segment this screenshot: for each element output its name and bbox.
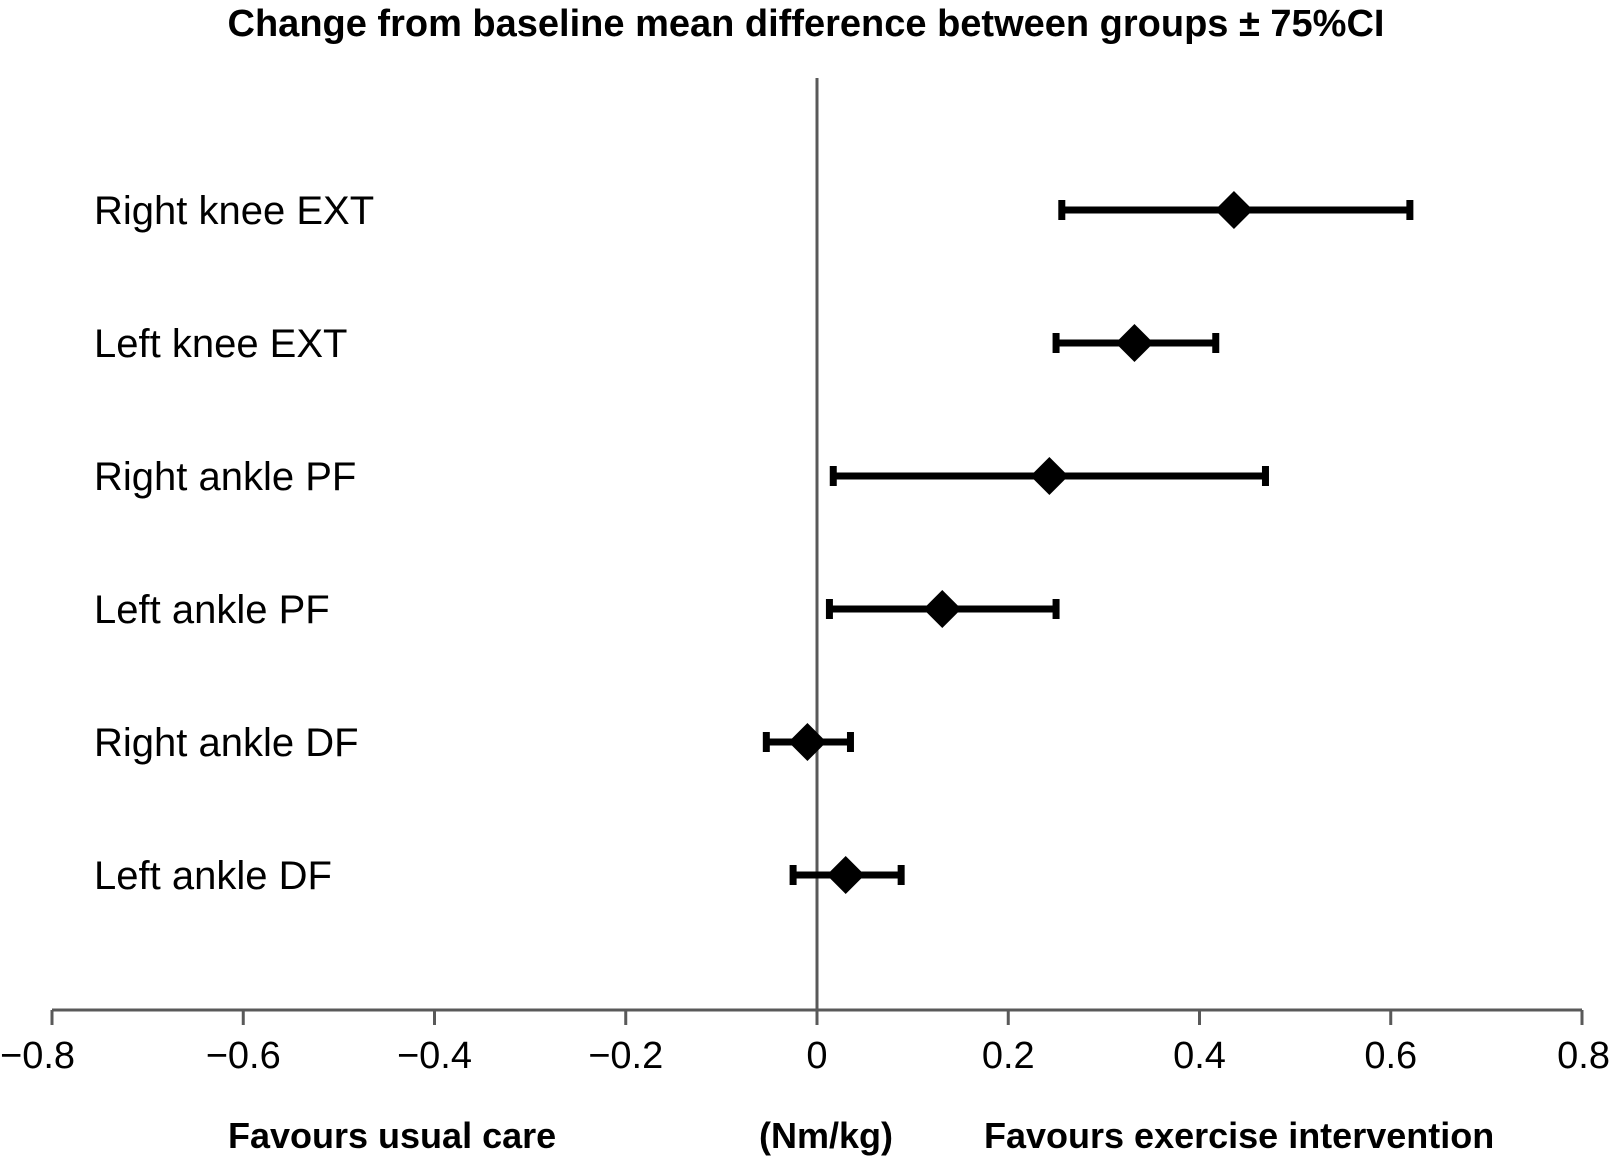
x-tick-label: 0.2 xyxy=(982,1035,1035,1077)
category-label: Left ankle PF xyxy=(94,588,330,632)
chart-title: Change from baseline mean difference bet… xyxy=(228,3,1385,45)
category-label: Right ankle DF xyxy=(94,721,359,765)
x-tick-label: 0.4 xyxy=(1173,1035,1226,1077)
x-tick-label: 0 xyxy=(806,1035,827,1077)
x-tick-label: −0.6 xyxy=(206,1035,281,1077)
x-tick-label: −0.4 xyxy=(397,1035,472,1077)
x-tick-label: 0.6 xyxy=(1364,1035,1417,1077)
ci-row xyxy=(1052,324,1220,362)
x-axis-label: (Nm/kg) xyxy=(759,1115,893,1156)
ci-row xyxy=(762,723,854,761)
category-label: Right knee EXT xyxy=(94,189,374,233)
estimate-diamond xyxy=(1030,457,1069,495)
left-annotation: Favours usual care xyxy=(228,1115,556,1156)
estimate-diamond xyxy=(1214,191,1253,229)
estimate-diamond xyxy=(826,856,865,894)
data-marks xyxy=(762,191,1414,894)
x-tick-label: −0.2 xyxy=(588,1035,663,1077)
category-labels: Right knee EXT Left knee EXT Right ankle P… xyxy=(94,189,374,898)
x-axis: −0.8 −0.6 −0.4 −0.2 0 0.2 0.4 0.6 0.8 xyxy=(0,1008,1610,1077)
category-label: Right ankle PF xyxy=(94,455,356,499)
category-label: Left knee EXT xyxy=(94,322,347,366)
ci-row xyxy=(789,856,905,894)
estimate-diamond xyxy=(1115,324,1154,362)
x-tick-label: 0.8 xyxy=(1557,1035,1610,1077)
ci-row xyxy=(1058,191,1414,229)
x-tick-label: −0.8 xyxy=(0,1035,75,1077)
ci-row xyxy=(825,590,1060,628)
ci-row xyxy=(829,457,1269,495)
category-label: Left ankle DF xyxy=(94,854,332,898)
estimate-diamond xyxy=(923,590,962,628)
estimate-diamond xyxy=(788,723,827,761)
right-annotation: Favours exercise intervention xyxy=(984,1115,1494,1156)
